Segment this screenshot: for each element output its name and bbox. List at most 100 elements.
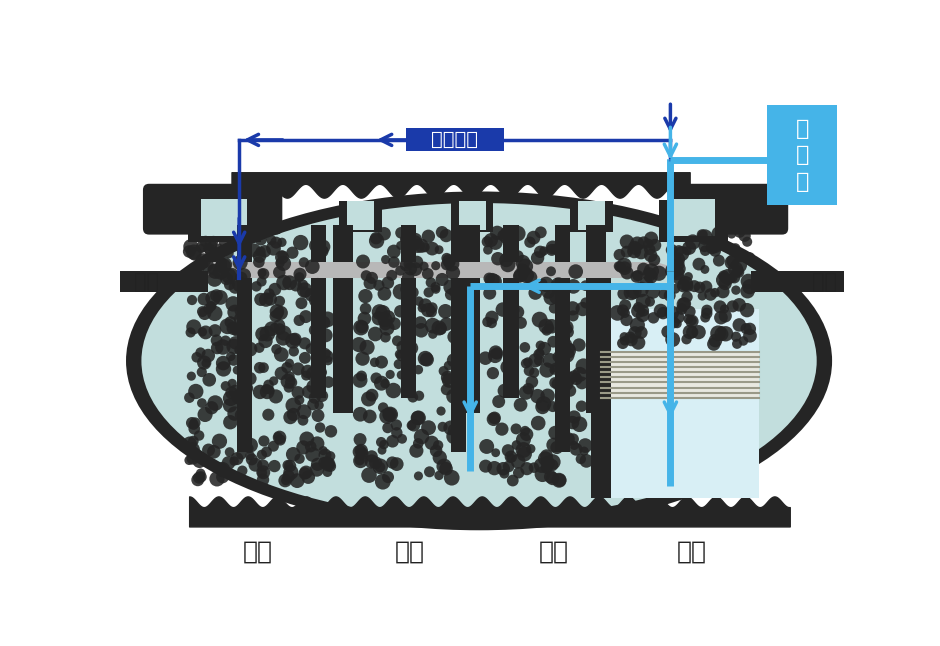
- Point: [695, 291, 710, 301]
- Point: [400, 272, 415, 282]
- Point: [566, 434, 581, 444]
- Point: [283, 467, 298, 477]
- Point: [566, 281, 581, 291]
- Bar: [591, 263, 611, 498]
- Point: [725, 301, 740, 311]
- Point: [420, 305, 435, 315]
- Point: [550, 282, 565, 292]
- Point: [439, 319, 454, 329]
- Point: [574, 401, 589, 412]
- Point: [212, 436, 227, 446]
- Point: [505, 305, 520, 315]
- Point: [697, 264, 713, 275]
- Point: [691, 327, 706, 337]
- Point: [304, 289, 319, 300]
- Point: [562, 343, 577, 353]
- Point: [619, 315, 634, 325]
- Point: [190, 264, 205, 275]
- Point: [240, 383, 255, 393]
- Point: [518, 426, 533, 436]
- Point: [374, 445, 389, 455]
- Point: [412, 391, 427, 401]
- Point: [313, 422, 328, 433]
- Point: [243, 450, 258, 461]
- Point: [671, 273, 686, 284]
- Point: [320, 314, 335, 324]
- Bar: [119, 271, 209, 293]
- Point: [617, 336, 632, 346]
- Point: [646, 313, 661, 323]
- Point: [394, 370, 409, 380]
- Point: [532, 315, 547, 325]
- Point: [685, 237, 700, 247]
- Point: [400, 258, 415, 269]
- Point: [198, 358, 213, 368]
- Point: [206, 293, 221, 304]
- Point: [278, 475, 293, 486]
- Point: [368, 233, 384, 244]
- Point: [232, 345, 247, 355]
- Point: [556, 284, 572, 295]
- Point: [249, 281, 264, 291]
- Point: [450, 331, 465, 342]
- Point: [301, 387, 316, 397]
- Point: [682, 327, 697, 337]
- Point: [575, 304, 590, 314]
- Point: [499, 255, 514, 266]
- Point: [400, 234, 415, 245]
- Point: [446, 287, 462, 297]
- Point: [362, 470, 377, 480]
- Point: [432, 452, 447, 463]
- Point: [267, 322, 282, 333]
- Point: [429, 446, 444, 456]
- Point: [320, 457, 335, 468]
- Point: [526, 368, 541, 378]
- Point: [306, 450, 321, 460]
- Point: [417, 242, 432, 253]
- Point: [484, 312, 499, 322]
- Text: 沉淠: 沉淠: [677, 540, 707, 564]
- Point: [406, 420, 421, 430]
- Point: [442, 375, 457, 386]
- Point: [413, 317, 428, 328]
- Point: [481, 273, 496, 284]
- Point: [524, 444, 539, 454]
- Point: [452, 314, 467, 324]
- Point: [708, 335, 723, 346]
- Point: [576, 361, 591, 371]
- Point: [420, 269, 435, 279]
- Point: [712, 229, 727, 239]
- Point: [374, 357, 389, 367]
- Point: [526, 463, 541, 473]
- Point: [676, 299, 691, 309]
- Point: [280, 460, 295, 470]
- Point: [223, 417, 238, 428]
- Point: [544, 245, 559, 255]
- Point: [439, 260, 454, 270]
- Text: 好氧: 好氧: [540, 540, 569, 564]
- Point: [391, 359, 406, 370]
- Point: [669, 267, 684, 278]
- Point: [682, 243, 697, 253]
- Point: [297, 468, 312, 479]
- Point: [490, 227, 505, 238]
- Point: [551, 280, 566, 290]
- Point: [292, 453, 307, 464]
- Point: [208, 326, 223, 336]
- Bar: [659, 200, 728, 242]
- Point: [365, 390, 380, 401]
- Point: [671, 264, 686, 274]
- Point: [225, 379, 240, 389]
- Point: [198, 328, 213, 338]
- Point: [728, 243, 743, 253]
- Point: [612, 249, 627, 260]
- Point: [186, 436, 201, 446]
- Point: [539, 450, 554, 461]
- Point: [286, 410, 301, 420]
- Point: [530, 253, 545, 263]
- Point: [392, 349, 407, 359]
- Point: [282, 278, 297, 288]
- Text: 污泥回流: 污泥回流: [431, 130, 478, 149]
- Point: [203, 240, 218, 250]
- Point: [495, 464, 510, 474]
